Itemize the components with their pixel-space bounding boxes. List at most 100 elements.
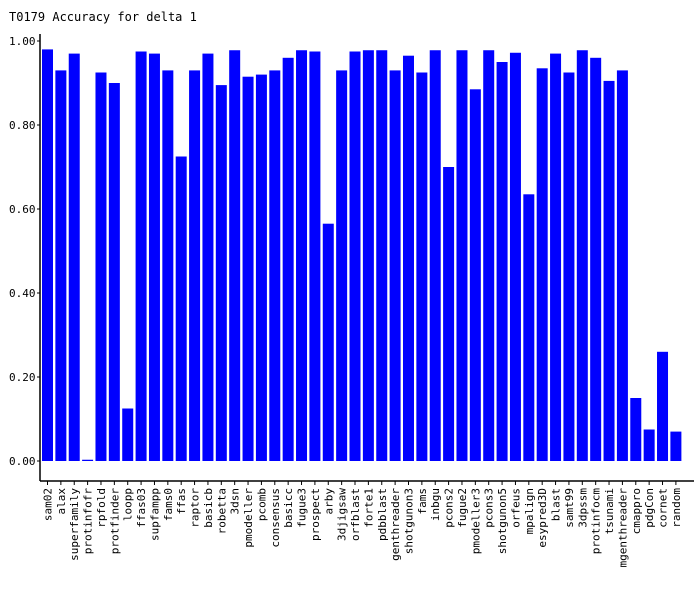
bar-rpfold — [95, 72, 107, 461]
x-tick-label: protinfocm — [590, 488, 603, 555]
bar-cornet — [657, 351, 669, 461]
bar-blast — [550, 53, 562, 461]
x-tick-label: tsunami — [603, 488, 616, 534]
bar-pcomb — [255, 74, 267, 461]
bar-pdbblast — [376, 50, 388, 462]
x-tick-label: loopp — [122, 488, 135, 521]
bar-orfeus — [509, 52, 521, 461]
bar-samt99 — [563, 72, 575, 461]
x-tick-label: inbgu — [429, 488, 442, 521]
y-tick-label: 0.80 — [9, 119, 36, 132]
x-tick-label: protfinder — [108, 488, 121, 555]
x-tick-label: esypred3D — [536, 488, 549, 548]
x-tick-label: prospect — [309, 488, 322, 541]
x-tick-label: alax — [55, 488, 68, 515]
y-tick-label: 0.20 — [9, 371, 36, 384]
x-tick-label: 3djigsaw — [336, 488, 349, 541]
bar-pmodeller — [242, 76, 254, 461]
x-tick-label: samt99 — [563, 488, 576, 528]
x-tick-label: blast — [550, 488, 563, 521]
bar-arby — [322, 223, 334, 461]
bar-fams — [416, 72, 428, 461]
x-tick-label: ffas — [175, 488, 188, 515]
chart-title: T0179 Accuracy for delta 1 — [9, 10, 197, 24]
x-tick-label: 3dsn — [229, 488, 242, 515]
bar-prospect — [309, 51, 321, 461]
bar-fams0 — [162, 70, 174, 462]
bar-mgenthreader — [616, 70, 628, 462]
x-tick-label: cmappro — [630, 488, 643, 534]
x-tick-label: superfamily — [68, 488, 81, 561]
bar-loopp — [122, 408, 134, 461]
y-axis: 0.00 0.20 0.40 0.60 0.80 1.00 — [9, 34, 41, 481]
bar-shotgunon3 — [402, 55, 414, 461]
bar-robetta — [215, 85, 227, 461]
x-tick-label: basicb — [202, 488, 215, 528]
x-tick-label: mgenthreader — [616, 488, 629, 568]
x-tick-label: arby — [322, 488, 335, 515]
bar-inbgu — [429, 50, 441, 462]
bar-fugue3 — [296, 50, 308, 462]
y-tick-label: 0.40 — [9, 287, 36, 300]
x-tick-label: forte1 — [362, 488, 375, 528]
x-tick-label: shotgunon3 — [402, 488, 415, 554]
bar-pcons2 — [443, 167, 455, 461]
bar-shotgunon5 — [496, 62, 508, 461]
x-tick-label: sam02 — [42, 488, 55, 521]
x-tick-label: fugue2 — [456, 488, 469, 528]
bar-alax — [55, 70, 67, 462]
x-tick-label: consensus — [269, 488, 282, 548]
x-tick-label: cornet — [657, 488, 670, 528]
bar-genthreader — [389, 70, 401, 462]
bar-3dpssm — [576, 50, 588, 462]
x-tick-label: supfampp — [148, 488, 161, 541]
bar-consensus — [269, 70, 281, 462]
x-tick-label: raptor — [189, 488, 202, 528]
bar-pdgCon — [643, 429, 655, 461]
bar-random — [670, 431, 682, 461]
x-tick-label: protinfofr — [82, 488, 95, 555]
bar-forte1 — [362, 50, 374, 462]
x-tick-label: fams0 — [162, 488, 175, 521]
bar-basicb — [202, 53, 214, 461]
x-tick-label: rpfold — [95, 488, 108, 528]
x-tick-label: 3dpssm — [576, 488, 589, 528]
x-tick-label: pmodeller3 — [469, 488, 482, 554]
x-tick-label: ffas03 — [135, 488, 148, 528]
x-tick-label: pcons3 — [483, 488, 496, 528]
x-tick-label: pdbblast — [376, 488, 389, 541]
bar-protinfocm — [590, 57, 602, 462]
bars-group — [42, 49, 682, 462]
x-tick-label: shotgunon5 — [496, 488, 509, 554]
bar-mpalign — [523, 194, 535, 462]
x-tick-label: basicc — [282, 488, 295, 528]
bar-orfblast — [349, 51, 361, 461]
bar-protinfofr — [82, 459, 94, 461]
bar-tsunami — [603, 80, 615, 462]
bar-basicc — [282, 57, 294, 462]
x-tick-label: genthreader — [389, 488, 402, 561]
x-tick-label: fugue3 — [296, 488, 309, 528]
bar-superfamily — [68, 53, 80, 461]
bar-raptor — [189, 70, 201, 462]
x-tick-label: pmodeller — [242, 488, 255, 548]
bar-ffas — [175, 156, 187, 461]
bar-fugue2 — [456, 50, 468, 462]
bar-pmodeller3 — [469, 89, 481, 462]
x-tick-label: mpalign — [523, 488, 536, 534]
bar-pcons3 — [483, 50, 495, 462]
bar-ffas03 — [135, 51, 147, 461]
x-tick-label: fams — [416, 488, 429, 515]
bar-esypred3D — [536, 68, 548, 462]
x-tick-label: orfeus — [509, 488, 522, 528]
x-tick-label: pdgCon — [643, 488, 656, 528]
x-tick-label: robetta — [215, 488, 228, 534]
x-axis: sam02 alax superfamily protinfofr rpfold prot… — [40, 480, 694, 568]
bar-sam02 — [42, 49, 53, 462]
y-tick-label: 0.00 — [9, 455, 36, 468]
bar-protfinder — [108, 83, 120, 461]
bar-3djigsaw — [336, 70, 348, 462]
bar-supfampp — [148, 53, 160, 461]
y-tick-label: 0.60 — [9, 203, 36, 216]
